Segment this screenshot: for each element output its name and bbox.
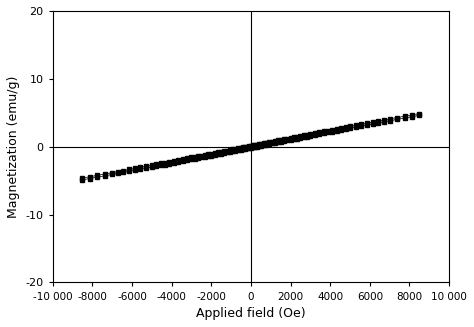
X-axis label: Applied field (Oe): Applied field (Oe) bbox=[196, 307, 306, 320]
Y-axis label: Magnetization (emu/g): Magnetization (emu/g) bbox=[7, 76, 20, 218]
